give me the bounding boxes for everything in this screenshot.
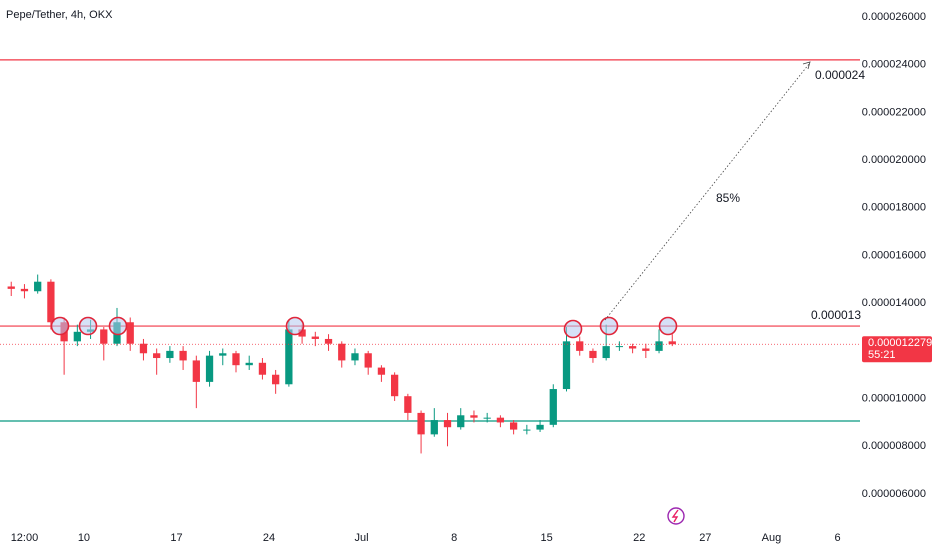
y-tick-label: 0.000008000 — [862, 440, 926, 452]
candle-body — [205, 355, 214, 382]
marker-circle — [658, 316, 678, 336]
icon-ring — [667, 507, 685, 525]
candle-body — [523, 429, 531, 431]
candle-body — [390, 374, 399, 397]
candle-body — [351, 353, 359, 361]
target-annotation: 0.000024 — [815, 68, 865, 82]
candle-body — [219, 353, 227, 356]
y-tick-label: 0.000006000 — [862, 488, 926, 500]
marker-circle — [78, 316, 98, 336]
candle-body — [549, 389, 557, 425]
icon-bolt — [671, 509, 679, 523]
price-label: 0.000012279 — [868, 337, 932, 349]
candle-body — [324, 338, 333, 344]
candle-body — [483, 417, 491, 419]
y-tick-label: 0.000018000 — [862, 202, 926, 214]
y-tick-label: 0.000024000 — [862, 59, 926, 71]
candle-body — [73, 331, 81, 342]
y-tick-label: 0.000010000 — [862, 392, 926, 404]
candle-body — [311, 336, 319, 339]
x-tick-label: Jul — [355, 532, 369, 544]
y-tick-label: 0.000020000 — [862, 154, 926, 166]
chart-title: Pepe/Tether, 4h, OKX — [6, 9, 113, 21]
resistance-markers — [50, 316, 678, 339]
candle-body — [232, 353, 240, 366]
candle-body — [589, 350, 597, 359]
x-tick-label: 15 — [541, 532, 553, 544]
candle-body — [615, 346, 624, 348]
y-tick-label: 0.000022000 — [862, 106, 926, 118]
marker-circle — [599, 316, 619, 336]
candle-body — [602, 346, 610, 359]
candle-body — [655, 341, 663, 351]
candle-body — [272, 374, 280, 385]
x-tick-label: 27 — [699, 532, 711, 544]
x-tick-label: 10 — [78, 532, 90, 544]
candle-body — [457, 415, 465, 428]
candle-body — [470, 415, 478, 418]
x-tick-label: 17 — [170, 532, 182, 544]
marker-circle — [563, 319, 583, 339]
candle-body — [364, 353, 372, 368]
candle-body — [139, 343, 148, 354]
price-label-box — [862, 336, 932, 363]
y-tick-label: 0.000016000 — [862, 249, 926, 261]
candle-body — [100, 329, 108, 344]
marker-circle — [50, 316, 70, 336]
candle-body — [258, 362, 267, 375]
x-tick-label: 6 — [834, 532, 840, 544]
candle-body — [509, 422, 518, 430]
lightning-icon — [667, 507, 685, 525]
marker-circle — [285, 316, 305, 336]
x-tick-label: 12:00 — [11, 532, 39, 544]
candle-body — [47, 281, 55, 323]
candle-body — [7, 286, 15, 289]
x-tick-label: Aug — [762, 532, 782, 544]
x-tick-label: 8 — [451, 532, 457, 544]
candle-body — [377, 367, 386, 375]
candle-body — [166, 350, 174, 359]
y-tick-label: 0.000026000 — [862, 11, 926, 23]
candle-body — [430, 420, 438, 435]
x-tick-label: 24 — [263, 532, 275, 544]
candle-body — [668, 341, 676, 345]
candle-body — [179, 350, 187, 361]
candle-body — [576, 341, 584, 351]
candle-body — [34, 281, 42, 292]
candle-body — [245, 362, 253, 366]
candle-body — [642, 348, 650, 351]
candle-body — [562, 341, 571, 390]
candle-body — [496, 417, 505, 423]
candle-body — [443, 420, 452, 428]
candle-body — [404, 396, 412, 413]
candle-body — [153, 353, 161, 359]
x-tick-label: 22 — [633, 532, 645, 544]
countdown: 55:21 — [868, 349, 896, 361]
candle-body — [417, 412, 425, 435]
resistance-annotation: 0.000013 — [811, 308, 861, 322]
candle-body — [20, 288, 29, 292]
arrow-head — [802, 61, 811, 70]
candle-body — [126, 322, 134, 344]
candle-body — [628, 346, 637, 349]
candle-body — [285, 329, 293, 385]
percent-annotation: 85% — [716, 191, 740, 205]
candle-body — [298, 329, 306, 337]
candle-body — [338, 343, 346, 361]
candle-body — [192, 360, 200, 382]
marker-circle — [108, 316, 128, 336]
candle-body — [536, 424, 544, 430]
y-tick-label: 0.000014000 — [862, 297, 926, 309]
